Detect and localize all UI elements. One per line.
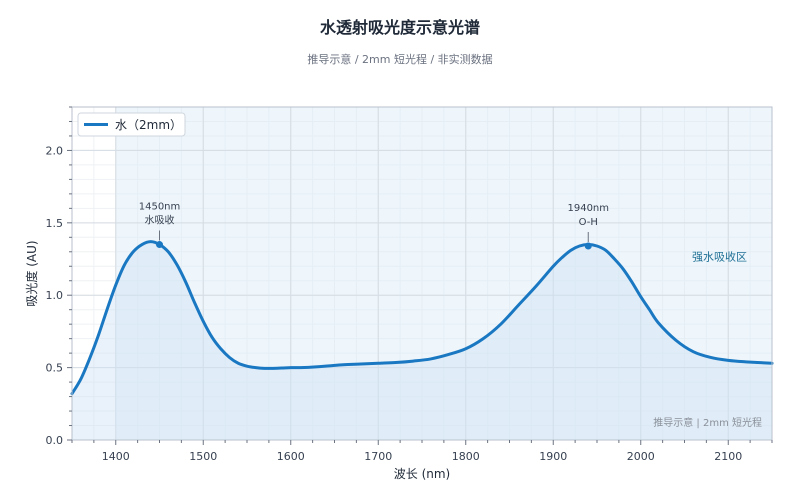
chart-subtitle: 推导示意 / 2mm 短光程 / 非实测数据 — [307, 53, 493, 66]
chart-title: 水透射吸光度示意光谱 — [319, 18, 480, 37]
x-tick-label: 1600 — [277, 450, 305, 463]
annotation-text: O-H — [579, 217, 598, 228]
x-tick-label: 1900 — [539, 450, 567, 463]
x-tick-label: 1800 — [452, 450, 480, 463]
legend-box — [77, 112, 186, 137]
x-tick-label: 1500 — [189, 450, 217, 463]
x-tick-label: 2000 — [627, 450, 655, 463]
annotation-text: 1940nm — [567, 203, 609, 214]
x-tick-label: 1700 — [364, 450, 392, 463]
strong-absorption-region — [115, 107, 772, 440]
y-tick-label: 0.0 — [46, 434, 64, 447]
annotation-text: 1450nm — [139, 202, 181, 213]
y-tick-label: 1.0 — [46, 289, 64, 302]
peak-marker — [584, 242, 592, 250]
y-axis-label: 吸光度 (AU) — [24, 240, 39, 306]
y-tick-label: 1.5 — [46, 217, 64, 230]
y-tick-label: 2.0 — [46, 144, 64, 157]
annotation-text: 水吸收 — [145, 214, 175, 227]
series-area-fill — [72, 241, 772, 440]
peak-marker — [156, 241, 163, 249]
legend-label: 水（2mm） — [115, 118, 182, 132]
x-tick-label: 2100 — [714, 450, 742, 463]
watermark: 推导示意 | 2mm 短光程 — [653, 416, 762, 429]
y-tick-label: 0.5 — [46, 362, 64, 375]
x-axis-label: 波长 (nm) — [394, 467, 450, 481]
axis-ticks: 1400 1500 1600 1700 1800 1900 2000 2100 0.0 0.5 1.… — [46, 106, 773, 463]
x-tick-label: 1400 — [102, 450, 130, 463]
region-label: 强水吸收区 — [692, 249, 747, 263]
legend: 水（2mm） — [77, 112, 186, 137]
